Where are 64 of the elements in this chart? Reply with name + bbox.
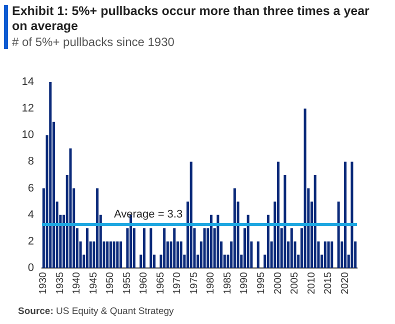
x-tick-label: 2010 [306,272,318,294]
chart-title: Exhibit 1: 5%+ pullbacks occur more than three times a year on average [12,4,370,34]
bar [246,214,250,268]
y-tick-label: 0 [28,262,34,274]
x-tick-label: 1955 [122,272,133,294]
bar [150,228,152,268]
x-tick-label: 1975 [188,272,200,294]
bar [216,214,220,268]
x-tick-label: 1995 [256,272,267,294]
bar [314,175,316,268]
x-tick-label: 1950 [105,272,116,294]
bar [330,241,334,268]
bar [116,241,119,268]
x-tick-label: 2005 [290,272,301,294]
y-tick-label: 12 [22,102,34,115]
x-tick-label: 1985 [222,272,234,294]
x-tick-label: 2000 [272,272,284,294]
bar [324,241,326,268]
bar [290,228,293,268]
bar [304,108,306,268]
x-tick-label: 2015 [323,272,334,294]
bar [284,175,286,268]
y-tick-label: 8 [28,156,34,168]
x-tick-label: 1960 [138,272,150,294]
bar [276,162,280,268]
source-note: Source: US Equity & Quant Strategy [18,306,174,317]
x-tick-label: 2020 [340,272,351,294]
bar [119,241,122,268]
ref-line-label: Average = 3.3 [114,208,183,221]
bar [69,148,72,268]
bar [173,228,176,268]
x-tick-label: 1970 [172,272,184,294]
bar [190,162,192,268]
bar [233,188,236,268]
bar [142,228,146,268]
y-tick-label: 14 [22,76,34,88]
chart-subtitle: # of 5%+ pullbacks since 1930 [12,35,176,49]
x-tick-label: 1935 [54,272,66,294]
bar [337,202,340,268]
x-tick-label: 1945 [88,272,100,294]
bar [344,162,347,268]
y-tick-label: 2 [28,235,34,248]
bar [106,241,109,268]
bar [266,214,270,268]
bar [112,241,116,268]
x-tick-label: 1930 [38,272,50,294]
bar [180,241,182,268]
bar [163,228,166,268]
bar [256,241,260,268]
bar [203,228,206,268]
bar [109,241,112,268]
x-tick-label: 1990 [239,272,250,294]
bar [327,241,330,268]
x-tick-label: 1980 [206,272,217,294]
bar [350,162,354,268]
bar [49,82,52,268]
y-tick-label: 6 [28,182,34,194]
x-tick-label: 1940 [72,272,83,294]
bar [86,228,88,268]
bar [210,214,212,268]
y-tick-label: 4 [28,208,34,221]
bar [96,188,99,268]
x-tick-label: 1965 [155,272,166,294]
y-tick-label: 10 [22,129,34,142]
